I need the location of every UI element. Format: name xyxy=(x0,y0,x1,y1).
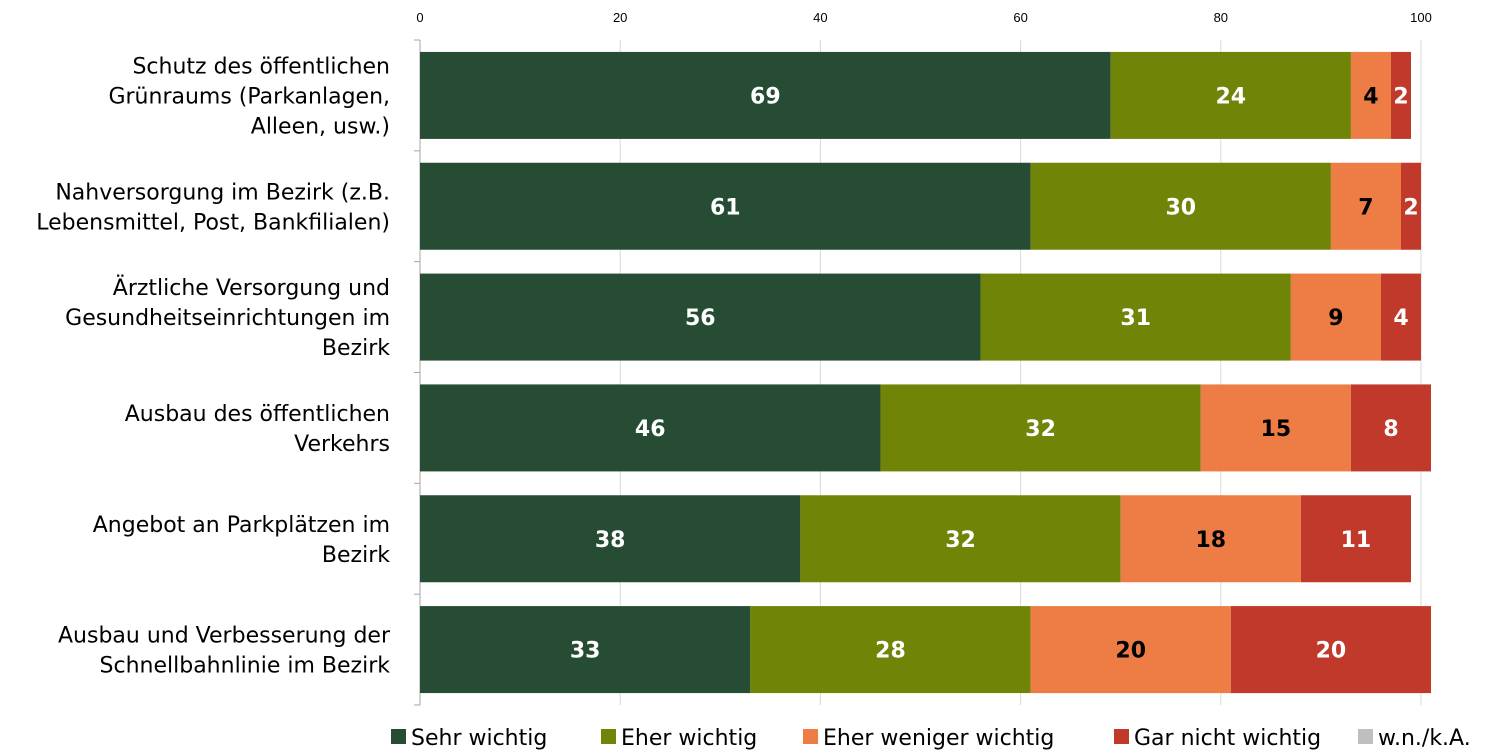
bar-segment-4-3 xyxy=(1200,384,1351,472)
legend-swatch-5 xyxy=(1358,729,1373,744)
bar-segment-1-3 xyxy=(1350,51,1391,139)
category-label: Bezirk xyxy=(322,336,390,361)
bar-segment-5-2 xyxy=(800,495,1121,583)
category-label: Lebensmittel, Post, Bankfilialen) xyxy=(36,210,390,235)
bar-segment-2-4 xyxy=(1400,162,1421,250)
category-label: Schutz des öffentlichen xyxy=(132,54,390,79)
bar-segment-3-3 xyxy=(1290,273,1381,361)
legend-label: Eher wichtig xyxy=(621,726,757,751)
bar-segment-6-4 xyxy=(1230,606,1432,694)
bar-segment-1-4 xyxy=(1390,51,1411,139)
x-tick-label: 0 xyxy=(416,10,423,25)
bar-segment-2-2 xyxy=(1030,162,1331,250)
bar-segment-6-2 xyxy=(750,606,1031,694)
legend-swatch-3 xyxy=(803,729,818,744)
x-tick-label: 40 xyxy=(813,10,827,25)
data-label: 32 xyxy=(945,528,976,553)
x-tick-label: 20 xyxy=(613,10,627,25)
data-label: 33 xyxy=(570,639,601,664)
data-label: 46 xyxy=(635,417,666,442)
data-label: 7 xyxy=(1358,195,1373,220)
legend-label: Sehr wichtig xyxy=(411,726,547,751)
bar-segment-1-2 xyxy=(1110,51,1351,139)
legend-swatch-4 xyxy=(1114,729,1129,744)
data-label: 4 xyxy=(1393,306,1408,331)
x-tick-label: 80 xyxy=(1214,10,1228,25)
data-label: 20 xyxy=(1115,639,1146,664)
category-label: Ärztliche Versorgung und xyxy=(113,275,390,301)
bar-segment-5-4 xyxy=(1300,495,1411,583)
bar-segment-3-4 xyxy=(1380,273,1421,361)
data-label: 18 xyxy=(1195,528,1226,553)
legend-label: Eher weniger wichtig xyxy=(823,726,1054,751)
data-label: 2 xyxy=(1403,195,1418,220)
category-labels: Schutz des öffentlichen Grünraums (Parkan… xyxy=(36,54,391,678)
x-tick-label: 60 xyxy=(1013,10,1027,25)
data-label: 28 xyxy=(875,639,906,664)
x-axis-ticks: 0 20 40 60 80 100 xyxy=(416,10,1431,25)
category-label: Schnellbahnlinie im Bezirk xyxy=(100,654,391,679)
data-label: 56 xyxy=(685,306,716,331)
bar-segment-3-1 xyxy=(420,273,981,361)
bar-segment-4-1 xyxy=(420,384,881,472)
grid-lines xyxy=(414,39,1422,706)
category-label: Alleen, usw.) xyxy=(251,114,390,139)
legend-label: w.n./k.A. xyxy=(1378,726,1471,751)
data-label: 31 xyxy=(1120,306,1151,331)
x-tick-label: 100 xyxy=(1410,10,1432,25)
data-label: 24 xyxy=(1215,84,1246,109)
data-label: 38 xyxy=(595,528,626,553)
legend-swatch-1 xyxy=(391,729,406,744)
bar-segment-3-2 xyxy=(980,273,1291,361)
data-label: 69 xyxy=(750,84,781,109)
category-label: Gesundheitseinrichtungen im xyxy=(65,306,390,331)
bar-segment-2-1 xyxy=(420,162,1031,250)
bar-segment-2-3 xyxy=(1330,162,1401,250)
category-label: Nahversorgung im Bezirk (z.B. xyxy=(55,180,390,205)
data-label: 32 xyxy=(1025,417,1056,442)
bar-segment-4-2 xyxy=(880,384,1201,472)
category-label: Bezirk xyxy=(322,543,390,568)
legend: Sehr wichtig Eher wichtig Eher weniger wic… xyxy=(391,726,1471,751)
data-label: 2 xyxy=(1393,84,1408,109)
data-label: 30 xyxy=(1165,195,1196,220)
bar-segment-1-1 xyxy=(420,51,1111,139)
data-label: 15 xyxy=(1261,417,1292,442)
legend-label: Gar nicht wichtig xyxy=(1134,726,1321,751)
category-label: Ausbau des öffentlichen xyxy=(125,402,390,427)
data-label: 8 xyxy=(1383,417,1398,442)
bar-segment-6-1 xyxy=(420,606,751,694)
bar-segment-6-3 xyxy=(1030,606,1231,694)
bar-segment-5-3 xyxy=(1120,495,1301,583)
legend-swatch-2 xyxy=(601,729,616,744)
category-label: Grünraums (Parkanlagen, xyxy=(108,84,390,109)
data-label: 4 xyxy=(1363,84,1378,109)
data-label: 20 xyxy=(1316,639,1347,664)
category-label: Verkehrs xyxy=(294,432,390,457)
data-label: 61 xyxy=(710,195,741,220)
data-label: 11 xyxy=(1341,528,1372,553)
category-label: Angebot an Parkplätzen im xyxy=(93,513,390,538)
category-label: Ausbau und Verbesserung der xyxy=(58,624,391,649)
bar-segment-5-1 xyxy=(420,495,801,583)
bar-segment-4-4 xyxy=(1350,384,1432,472)
data-label: 9 xyxy=(1328,306,1343,331)
